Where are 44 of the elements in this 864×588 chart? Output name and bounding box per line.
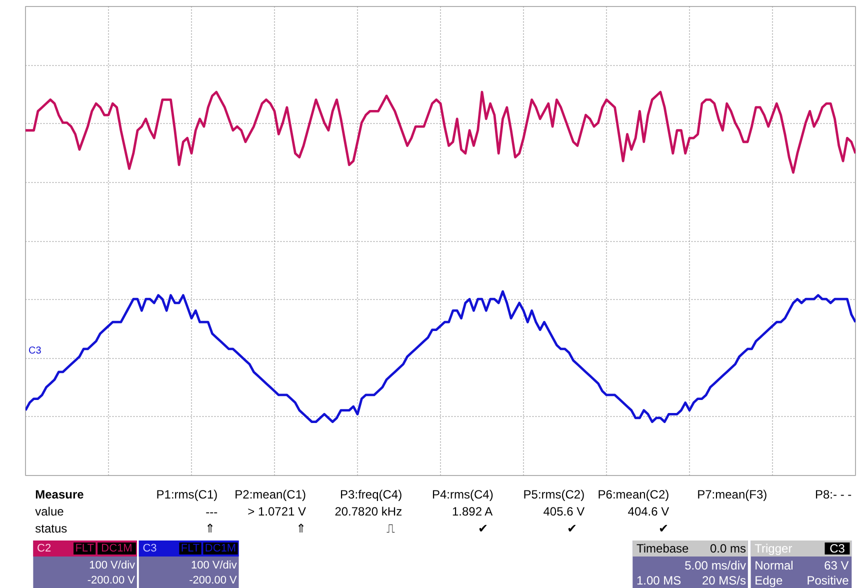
text: 100 V/div [190,560,238,572]
text: DC1M [101,542,132,554]
text: > 1.0721 V [248,504,306,518]
text: --- [206,505,218,519]
text: P8:- - - [814,488,852,502]
text: -200.00 V [87,574,136,586]
text: Normal [754,558,794,572]
text: C3 [830,542,846,556]
text: ⇑ [296,522,306,536]
text: 63 V [824,558,849,572]
text: P2:mean(C1) [234,488,306,502]
text: P5:rms(C2) [523,488,585,502]
text: Measure [35,488,84,502]
text: ✔ [478,522,488,536]
text: ⎍ [386,522,396,536]
text: ✔ [567,522,578,536]
text: 404.6 V [628,504,670,518]
text: C3 [142,542,157,554]
text: P4:rms(C4) [432,488,494,502]
text: FLT [75,542,94,554]
text: 5.00 ms/div [684,558,746,572]
text: P7:mean(F3) [697,488,768,502]
text: P6:mean(C2) [598,488,670,502]
text: 1.892 A [452,504,493,518]
text: 1.00 MS [636,574,682,588]
text: status [35,522,68,536]
text: Timebase [636,542,690,556]
text: Edge [754,574,783,588]
text: P1:rms(C1) [156,488,218,502]
text: 100 V/div [89,560,136,572]
text: ⇑ [204,522,215,536]
text: 0.0 ms [710,542,746,556]
text: FLT [180,542,200,554]
text: 405.6 V [543,504,585,518]
text: Positive [806,574,850,588]
text: -200.00 V [189,574,238,586]
text: P3:freq(C4) [340,488,402,502]
text: DC1M [204,542,236,554]
text: 20.7820 kHz [334,504,402,518]
text: value [35,504,64,518]
text: 20 MS/s [702,574,746,588]
text: ✔ [658,522,668,536]
annotation: C3 [28,345,42,356]
text: C2 [37,542,52,554]
